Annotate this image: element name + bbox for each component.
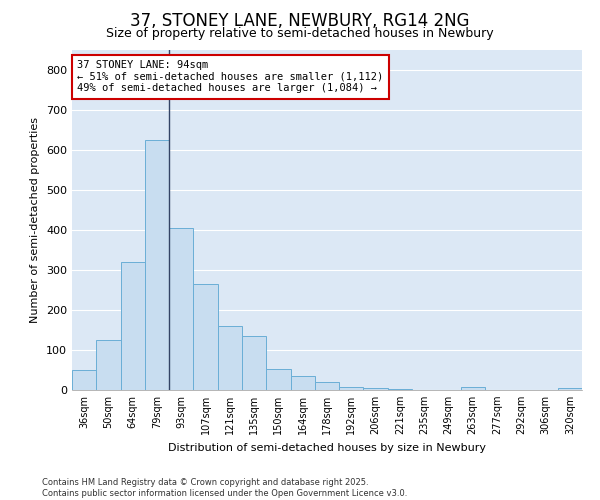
Bar: [242, 336, 266, 390]
Bar: [193, 284, 218, 390]
Bar: [290, 376, 315, 390]
Text: 37 STONEY LANE: 94sqm
← 51% of semi-detached houses are smaller (1,112)
49% of s: 37 STONEY LANE: 94sqm ← 51% of semi-deta…: [77, 60, 383, 94]
Bar: [121, 262, 145, 390]
Y-axis label: Number of semi-detached properties: Number of semi-detached properties: [31, 117, 40, 323]
Bar: [96, 340, 121, 390]
Text: Contains HM Land Registry data © Crown copyright and database right 2025.
Contai: Contains HM Land Registry data © Crown c…: [42, 478, 407, 498]
Text: 37, STONEY LANE, NEWBURY, RG14 2NG: 37, STONEY LANE, NEWBURY, RG14 2NG: [130, 12, 470, 30]
Bar: [461, 387, 485, 390]
Bar: [218, 326, 242, 390]
Bar: [558, 388, 582, 390]
Bar: [388, 389, 412, 390]
Bar: [169, 228, 193, 390]
Bar: [315, 382, 339, 390]
Text: Size of property relative to semi-detached houses in Newbury: Size of property relative to semi-detach…: [106, 28, 494, 40]
X-axis label: Distribution of semi-detached houses by size in Newbury: Distribution of semi-detached houses by …: [168, 442, 486, 452]
Bar: [364, 388, 388, 390]
Bar: [72, 370, 96, 390]
Bar: [145, 140, 169, 390]
Bar: [339, 387, 364, 390]
Bar: [266, 369, 290, 390]
